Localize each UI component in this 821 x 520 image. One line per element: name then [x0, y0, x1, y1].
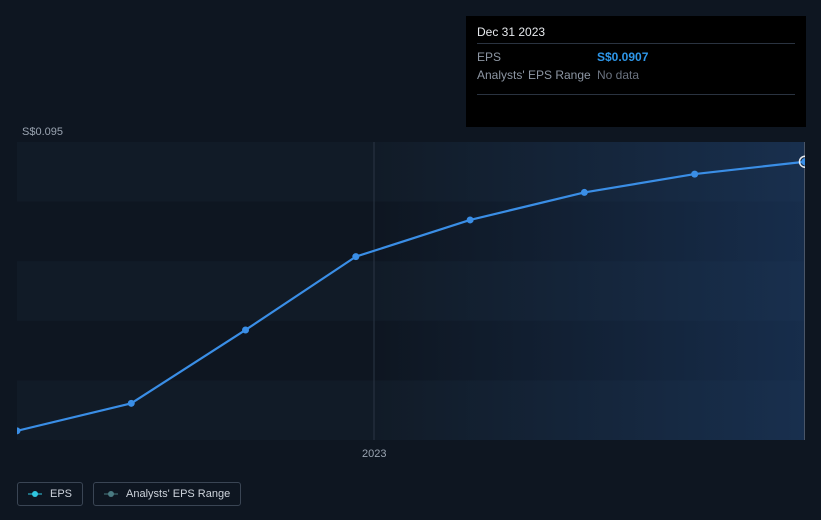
- plot-svg: [17, 142, 805, 440]
- tooltip-divider: [477, 43, 795, 44]
- tooltip-footer: [477, 94, 795, 120]
- legend-swatch-icon: [28, 490, 42, 498]
- legend-label: Analysts' EPS Range: [126, 488, 230, 500]
- eps-chart-container: S$0.095 S$0.03 2023 Actual Dec 31 2023 E…: [0, 0, 821, 520]
- y-tick-label-upper: S$0.095: [22, 126, 63, 138]
- tooltip-value: No data: [597, 68, 639, 82]
- plot-area[interactable]: [17, 142, 805, 440]
- tooltip: Dec 31 2023 EPS S$0.0907 Analysts' EPS R…: [466, 16, 806, 127]
- tooltip-row-range: Analysts' EPS Range No data: [477, 66, 795, 84]
- tooltip-date: Dec 31 2023: [477, 25, 795, 39]
- legend: EPS Analysts' EPS Range: [17, 482, 241, 506]
- legend-analysts-range[interactable]: Analysts' EPS Range: [93, 482, 241, 506]
- tooltip-key: EPS: [477, 50, 597, 64]
- legend-swatch-icon: [104, 490, 118, 498]
- x-tick-label-2023: 2023: [362, 448, 386, 460]
- legend-label: EPS: [50, 488, 72, 500]
- tooltip-value: S$0.0907: [597, 50, 648, 64]
- legend-eps[interactable]: EPS: [17, 482, 83, 506]
- tooltip-key: Analysts' EPS Range: [477, 68, 597, 82]
- tooltip-row-eps: EPS S$0.0907: [477, 48, 795, 66]
